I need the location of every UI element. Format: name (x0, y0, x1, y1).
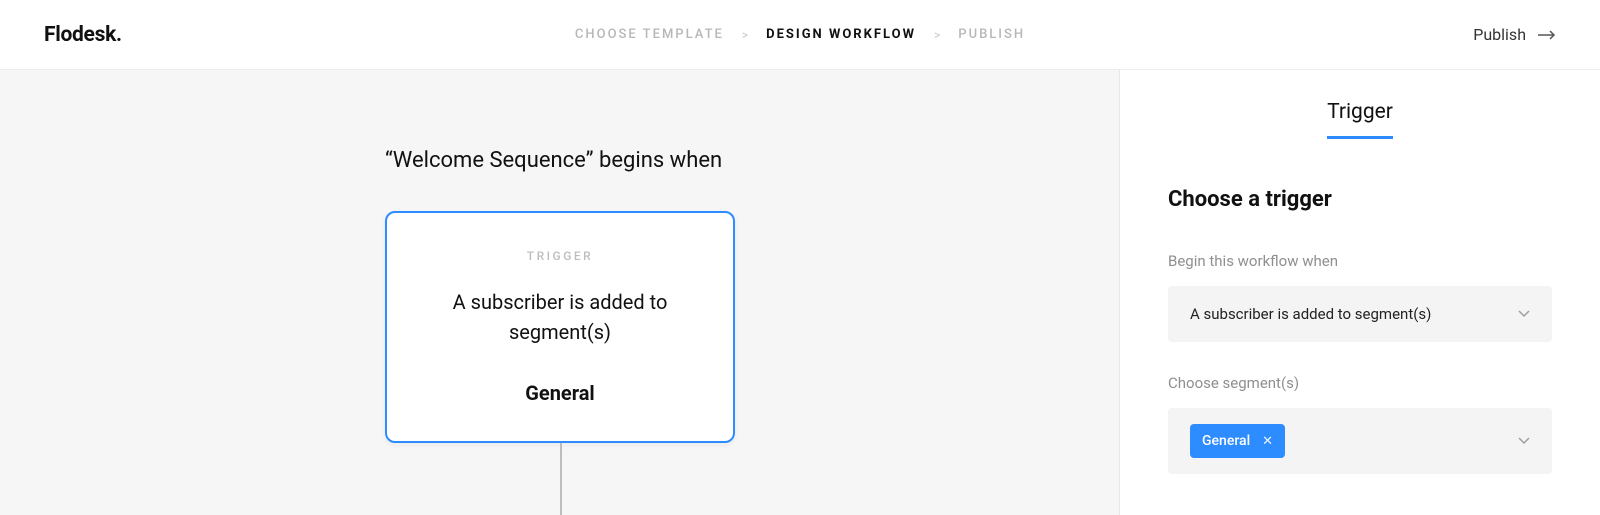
settings-sidebar: Trigger Choose a trigger Begin this work… (1120, 70, 1600, 515)
begin-when-label: Begin this workflow when (1168, 252, 1552, 270)
node-connector (560, 443, 562, 515)
publish-button-label: Publish (1473, 25, 1526, 44)
step-design-workflow[interactable]: DESIGN WORKFLOW (766, 27, 916, 42)
segment-chip-row: General ✕ (1190, 424, 1285, 458)
choose-segments-label: Choose segment(s) (1168, 374, 1552, 392)
brand-logo[interactable]: Flodesk. (44, 23, 122, 47)
remove-segment-icon[interactable]: ✕ (1262, 434, 1273, 449)
segment-chip[interactable]: General ✕ (1190, 424, 1285, 458)
segments-select[interactable]: General ✕ (1168, 408, 1552, 474)
trigger-card-segment: General (415, 381, 705, 405)
workflow-steps: CHOOSE TEMPLATE > DESIGN WORKFLOW > PUBL… (575, 27, 1025, 42)
trigger-type-select[interactable]: A subscriber is added to segment(s) (1168, 286, 1552, 342)
segment-chip-label: General (1202, 433, 1250, 449)
chevron-down-icon (1518, 437, 1530, 445)
breadcrumb-separator: > (742, 28, 748, 42)
tab-trigger[interactable]: Trigger (1327, 100, 1393, 139)
app-header: Flodesk. CHOOSE TEMPLATE > DESIGN WORKFL… (0, 0, 1600, 70)
publish-button[interactable]: Publish (1473, 25, 1556, 44)
sidebar-heading: Choose a trigger (1168, 187, 1552, 212)
trigger-card-description: A subscriber is added to segment(s) (415, 287, 705, 347)
trigger-card[interactable]: TRIGGER A subscriber is added to segment… (385, 211, 735, 443)
chevron-down-icon (1518, 310, 1530, 318)
canvas-title: “Welcome Sequence” begins when (385, 148, 945, 173)
breadcrumb-separator: > (934, 28, 940, 42)
trigger-type-value: A subscriber is added to segment(s) (1190, 305, 1431, 323)
arrow-right-icon (1538, 30, 1556, 40)
main-body: “Welcome Sequence” begins when TRIGGER A… (0, 70, 1600, 515)
step-choose-template[interactable]: CHOOSE TEMPLATE (575, 27, 724, 42)
step-publish[interactable]: PUBLISH (958, 27, 1025, 42)
workflow-canvas: “Welcome Sequence” begins when TRIGGER A… (0, 70, 1120, 515)
trigger-card-eyebrow: TRIGGER (415, 249, 705, 263)
